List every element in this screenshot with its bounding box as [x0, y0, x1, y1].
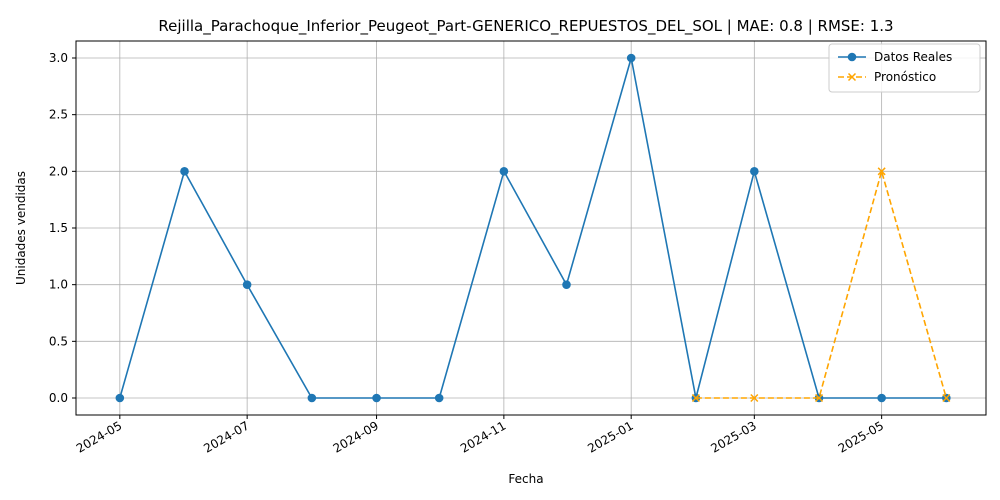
y-tick-label: 1.5 [49, 221, 68, 235]
data-point-marker [180, 167, 189, 176]
chart-title: Rejilla_Parachoque_Inferior_Peugeot_Part… [158, 17, 893, 36]
forecast-point-marker [942, 393, 951, 403]
series-group [115, 53, 951, 403]
forecast-point-marker [750, 393, 759, 403]
data-point-marker [626, 53, 636, 63]
forecast-point-marker [877, 167, 886, 176]
y-tick-label: 1.0 [49, 278, 68, 292]
data-point-marker [434, 393, 444, 403]
legend-label: Datos Reales [874, 50, 952, 64]
x-marker-stroke [814, 393, 824, 403]
y-tick-label: 2.5 [49, 108, 68, 122]
y-tick-label: 0.5 [49, 334, 68, 348]
y-axis: 0.0 0.5 1.0 1.5 2.0 2.5 3.0 [49, 51, 76, 405]
data-point-marker [242, 280, 252, 289]
x-marker-stroke [691, 393, 700, 403]
series-line-actual [119, 57, 947, 399]
y-tick-label: 0.0 [49, 391, 68, 405]
data-point-marker [307, 393, 317, 403]
forecast-point-marker [691, 393, 700, 403]
x-axis-title: Fecha [508, 472, 543, 486]
x-marker-stroke [942, 393, 951, 403]
data-point-marker [562, 280, 571, 289]
legend: Datos Reales Pronóstico [828, 43, 981, 93]
x-marker-stroke [750, 393, 759, 403]
legend-marker [847, 52, 857, 62]
data-point-marker [750, 167, 759, 176]
forecast-point-marker [814, 393, 824, 403]
legend-label: Pronóstico [874, 70, 936, 84]
data-point-marker [372, 393, 381, 403]
data-point-marker [877, 393, 886, 403]
y-tick-label: 2.0 [49, 164, 68, 178]
data-point-marker [115, 393, 125, 403]
series-line-forecast [695, 170, 948, 399]
y-axis-title: Unidades vendidas [14, 171, 28, 285]
y-tick-label: 3.0 [49, 51, 68, 65]
legend-marker [847, 72, 857, 82]
data-point-marker [499, 167, 509, 176]
legend-box [828, 43, 981, 93]
x-marker-stroke [877, 167, 886, 176]
